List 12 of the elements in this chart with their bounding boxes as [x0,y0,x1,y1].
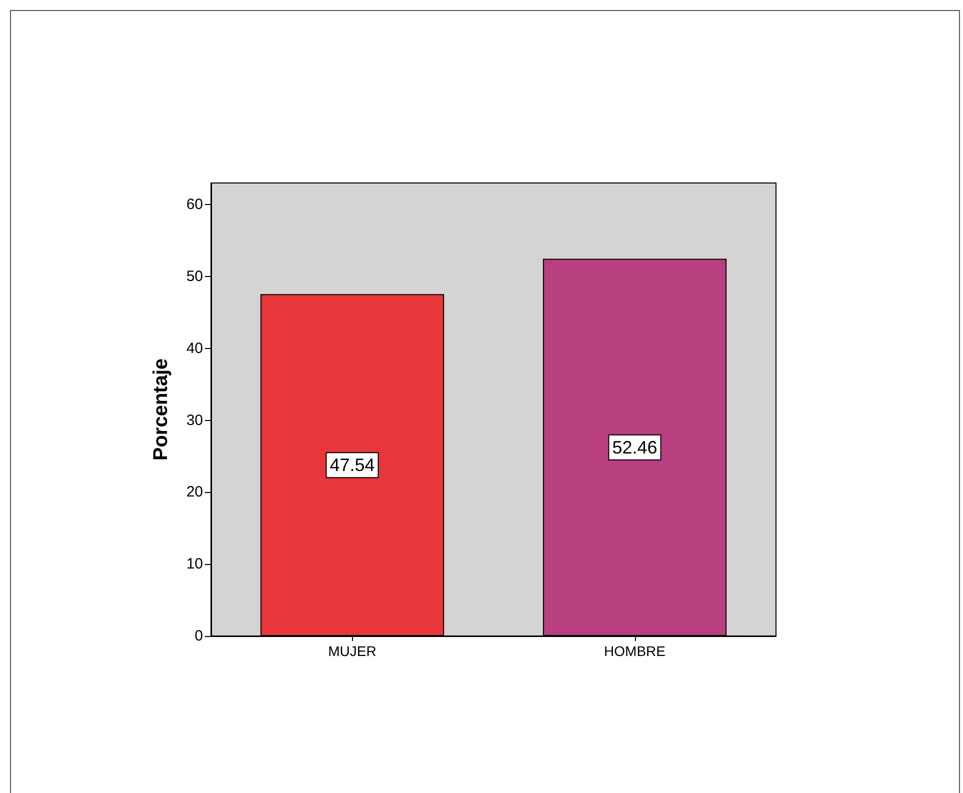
y-tick-label: 10 [186,556,203,573]
y-tick-label: 0 [194,628,203,644]
data-label: 52.46 [612,437,658,458]
y-axis-title: Porcentaje [150,358,172,461]
x-tick-label: HOMBRE [604,643,666,659]
y-tick-label: 50 [186,268,203,285]
x-tick-label: MUJER [328,643,376,659]
data-label: 47.54 [330,455,375,476]
y-tick-label: 20 [186,484,203,501]
y-tick-label: 60 [186,196,203,214]
y-tick-label: 30 [186,412,203,429]
y-tick-label: 40 [186,340,203,357]
